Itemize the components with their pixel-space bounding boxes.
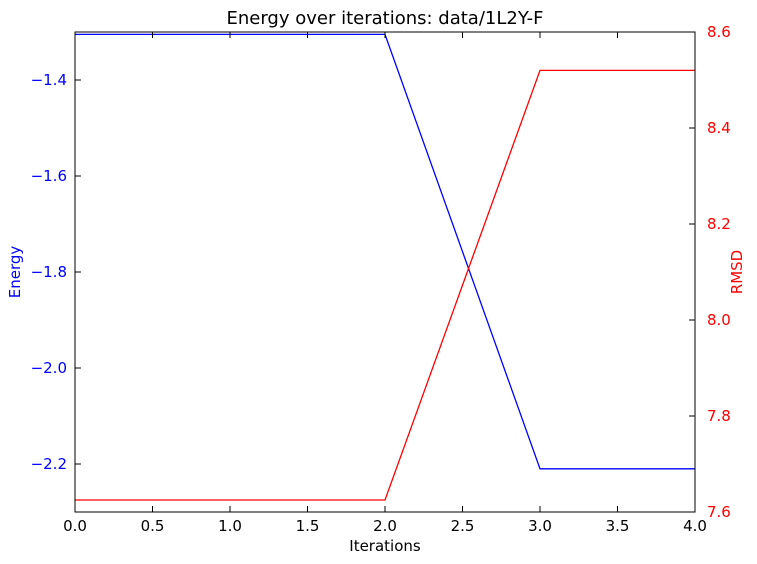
x-tick-label: 1.5 [296,517,320,535]
y-right-tick-label: 8.0 [707,311,731,329]
series-line-rmsd [75,69,695,501]
x-tick-label: 3.5 [606,517,630,535]
plot-area: 0.0 0.5 1.0 1.5 2.0 2.5 3.0 3.5 4.0 −1.4 −1.6 −1.8 −… [31,23,731,535]
y-axis-label-left: Energy [6,246,24,299]
x-tick-label: 0.5 [141,517,165,535]
y-left-tick-label: −1.6 [31,167,67,185]
x-tick-label: 2.0 [373,517,397,535]
chart-title: Energy over iterations: data/1L2Y-F [226,8,543,29]
x-tick-label: 3.0 [528,517,552,535]
x-tick-label: 0.0 [63,517,87,535]
y-left-tick-label: −2.0 [31,359,67,377]
x-axis-label: Iterations [349,537,421,555]
y-right-tick-label: 8.4 [707,119,731,137]
y-left-tick-label: −2.2 [31,455,67,473]
series-line-energy [75,33,695,470]
y-axis-label-right: RMSD [728,250,746,294]
x-tick-label: 4.0 [683,517,707,535]
x-tick-label: 1.0 [218,517,242,535]
x-tick-label: 2.5 [451,517,475,535]
plot-frame [74,31,696,513]
y-left-tick-label: −1.8 [31,263,67,281]
y-right-tick-label: 7.8 [707,407,731,425]
y-left-tick-label: −1.4 [31,71,67,89]
y-right-tick-label: 8.6 [707,23,731,41]
y-right-tick-label: 8.2 [707,215,731,233]
y-right-tick-label: 7.6 [707,503,731,521]
